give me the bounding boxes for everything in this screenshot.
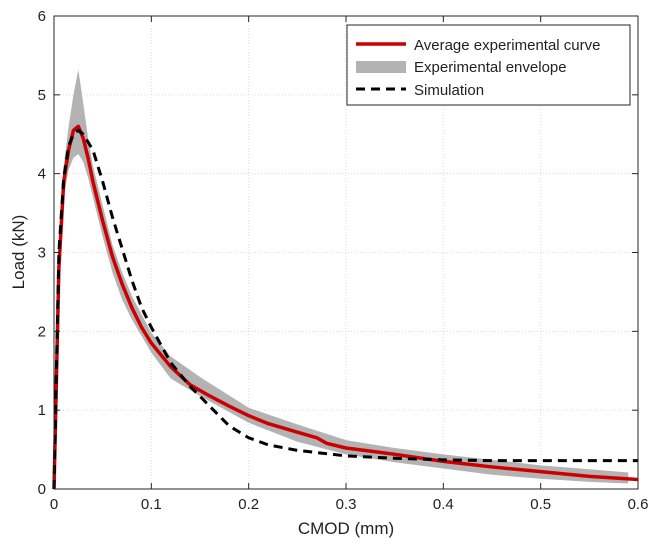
y-tick-label: 1	[38, 402, 46, 419]
average-experimental-line	[52, 124, 639, 490]
y-tick-label: 0	[38, 481, 46, 498]
axis-tick-labels: 0 0.1 0.2 0.3 0.4 0.5 0.6 0 1 2 3 4 5 6	[38, 8, 649, 513]
legend: Average experimental curve Experimental …	[346, 24, 631, 106]
x-tick-label: 0.1	[141, 496, 162, 513]
y-tick-label: 2	[38, 323, 46, 340]
x-tick-label: 0.3	[336, 496, 357, 513]
y-tick-label: 3	[38, 245, 46, 262]
axis-ticks	[53, 15, 639, 490]
series-lines-layer	[52, 124, 639, 490]
x-tick-label: 0.5	[530, 496, 551, 513]
x-tick-label: 0.2	[238, 496, 259, 513]
y-tick-label: 6	[38, 8, 46, 25]
experimental-envelope-band	[54, 69, 629, 490]
envelope-band-layer	[54, 69, 629, 490]
y-tick-label: 4	[38, 166, 46, 183]
legend-label-average: Average experimental curve	[414, 37, 601, 54]
legend-label-simulation: Simulation	[414, 82, 484, 99]
x-axis-label: CMOD (mm)	[298, 519, 394, 538]
legend-label-envelope: Experimental envelope	[414, 59, 567, 76]
y-tick-label: 5	[38, 87, 46, 104]
legend-swatch-envelope	[356, 61, 406, 73]
x-tick-label: 0	[50, 496, 58, 513]
y-axis-label: Load (kN)	[9, 215, 28, 290]
x-tick-label: 0.4	[433, 496, 454, 513]
x-tick-label: 0.6	[628, 496, 649, 513]
